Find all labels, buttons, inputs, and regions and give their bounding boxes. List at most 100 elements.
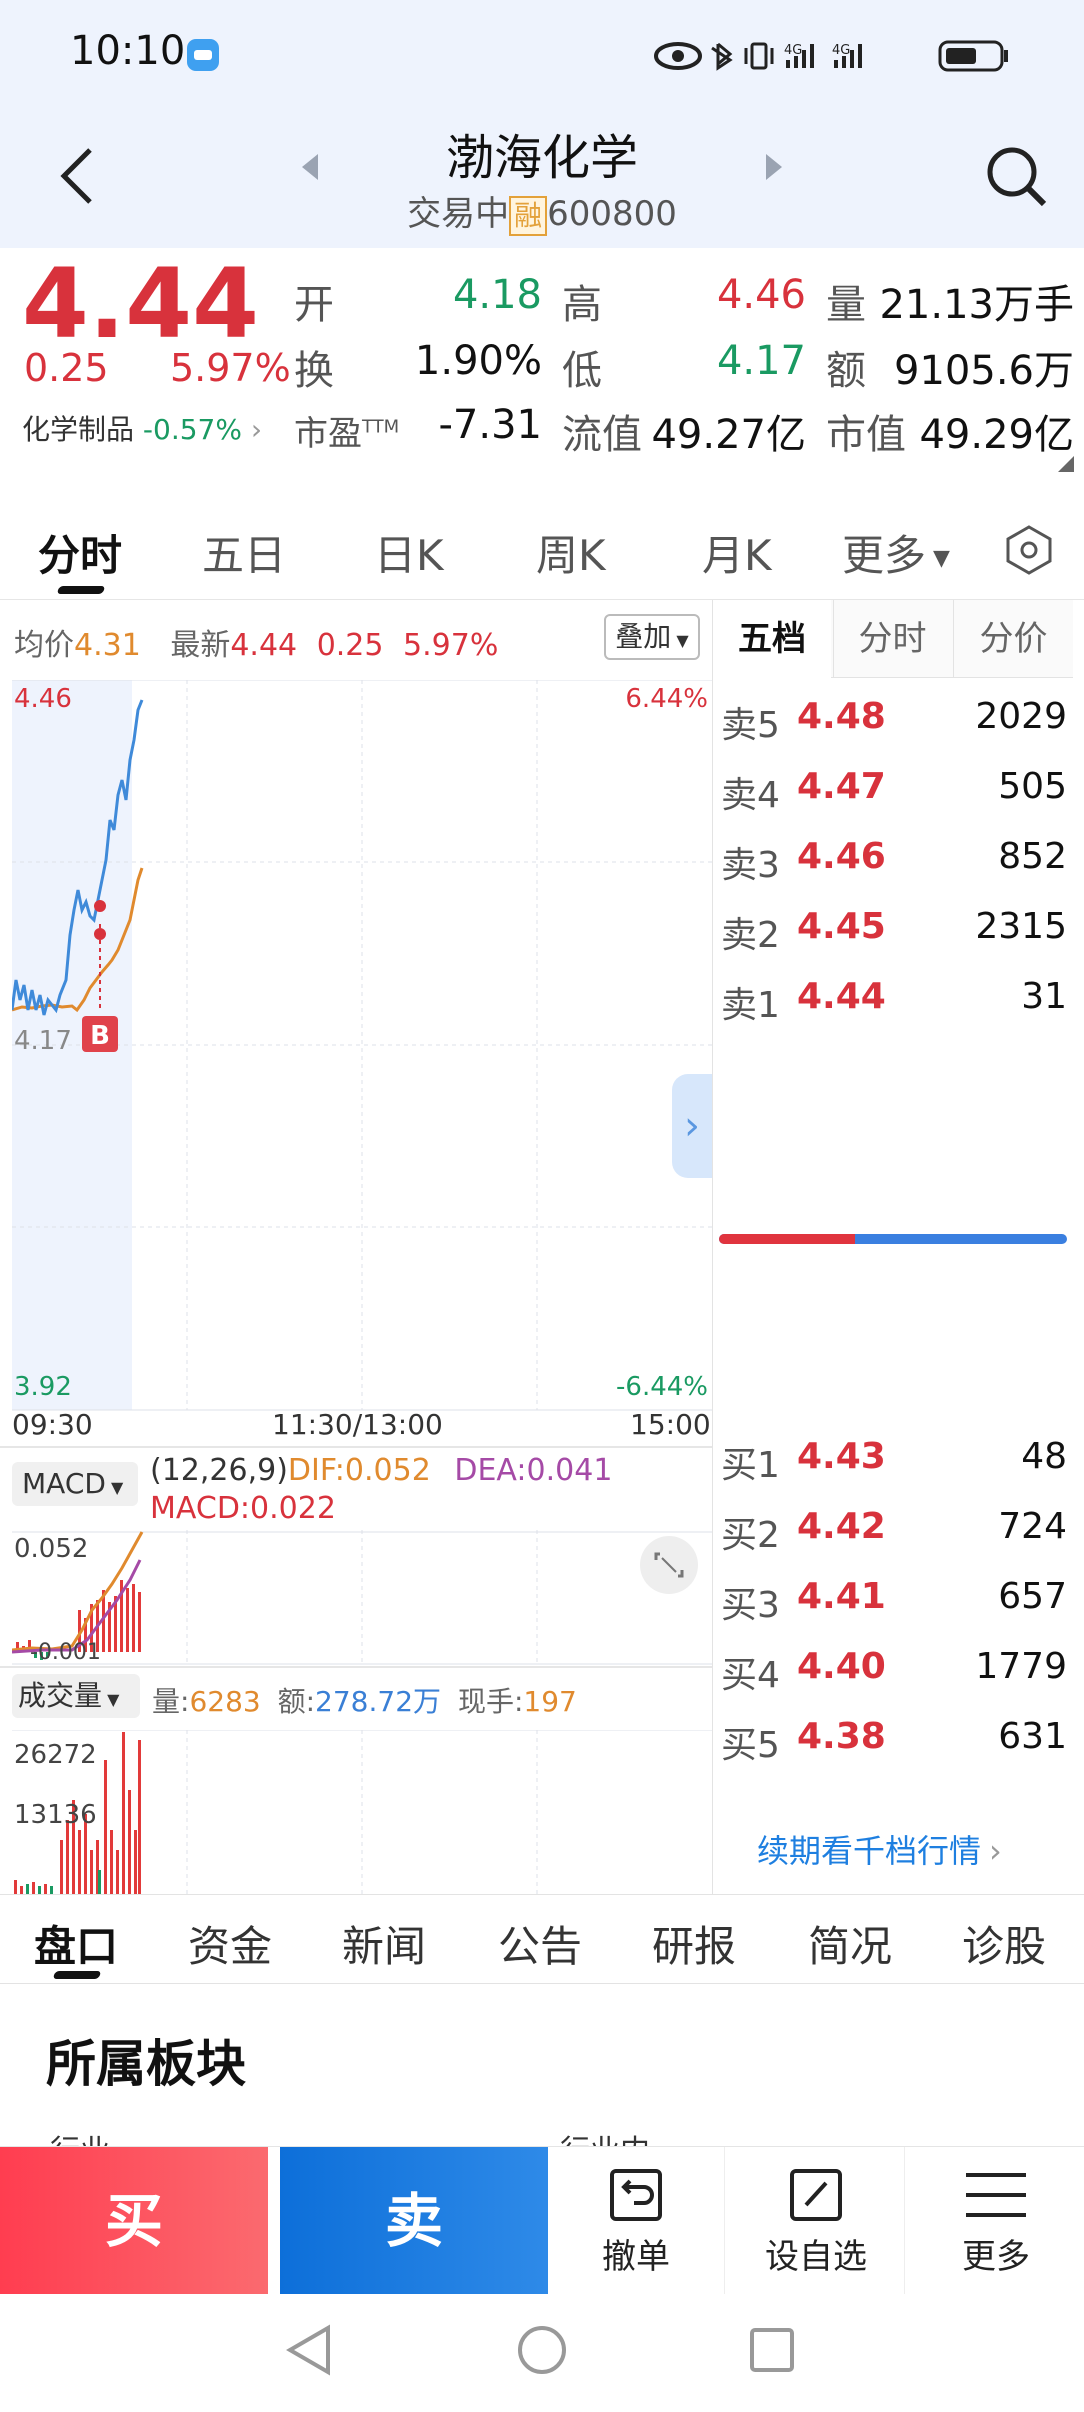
macd-value: 0.022 <box>250 1491 336 1526</box>
sector-link[interactable]: 化学制品 -0.57% › <box>22 408 262 448</box>
bid-level-row[interactable]: 买1 4.43 48 <box>713 1436 1073 1496</box>
ask-level-volume: 505 <box>998 766 1067 807</box>
tab-daily-k[interactable]: 日K <box>374 531 444 580</box>
tab-monthly-k[interactable]: 月K <box>702 531 772 580</box>
eye-icon <box>654 42 702 70</box>
detail-tabs: 盘口 资金 新闻 公告 研报 简况 诊股 <box>0 1894 1084 1984</box>
tab-five-level[interactable]: 五档 <box>713 600 831 678</box>
latest-pct: 5.97% <box>403 628 499 663</box>
high-label: 高 <box>562 282 602 328</box>
amount-label: 额 <box>826 348 866 394</box>
ask-level-label: 卖2 <box>721 915 780 956</box>
volume-indicator-select[interactable]: 成交量 ▼ <box>12 1674 140 1718</box>
cancel-order-button[interactable]: 撤单 <box>566 2165 706 2289</box>
tab-weekly-k[interactable]: 周K <box>536 531 606 580</box>
x-axis-mid: 11:30/13:00 <box>272 1408 443 1441</box>
more-button[interactable]: 更多 <box>926 2165 1066 2289</box>
tab-fund-flow[interactable]: 资金 <box>188 1922 273 1971</box>
tab-5day[interactable]: 五日 <box>202 531 287 580</box>
tab-profile[interactable]: 简况 <box>808 1922 893 1971</box>
ask-level-label: 卖3 <box>721 845 780 886</box>
tab-intraday[interactable]: 分时 <box>38 531 123 580</box>
volume-chart[interactable] <box>12 1730 712 1894</box>
chevron-right-icon: › <box>989 1832 1002 1870</box>
intraday-info: 均价4.31 最新4.44 0.25 5.97% <box>14 628 499 663</box>
volume-value: 21.13万手 <box>879 282 1074 328</box>
menu-icon <box>966 2173 1026 2217</box>
trade-point <box>94 900 106 912</box>
macd-chart[interactable] <box>12 1530 712 1666</box>
search-icon[interactable] <box>984 144 1050 210</box>
y-axis-top-pct: 6.44% <box>625 684 708 714</box>
battery-icon <box>938 40 1008 72</box>
ask-level-row[interactable]: 卖2 4.45 2315 <box>713 906 1073 966</box>
signal-4g-icon: 4G <box>832 43 862 68</box>
intraday-chart[interactable]: B <box>12 680 712 1440</box>
bid-level-row[interactable]: 买3 4.41 657 <box>713 1576 1073 1636</box>
active-tab-indicator <box>56 586 106 594</box>
ask-level-row[interactable]: 卖1 4.44 31 <box>713 976 1073 1036</box>
trade-action-bar: 买 卖 撤单 设自选 更多 <box>0 2146 1084 2295</box>
tab-announcements[interactable]: 公告 <box>498 1922 583 1971</box>
tab-tick[interactable]: 分时 <box>833 600 951 678</box>
bid-level-row[interactable]: 买5 4.38 631 <box>713 1716 1073 1776</box>
open-value: 4.18 <box>452 272 542 318</box>
volume-y-top: 26272 <box>14 1740 97 1770</box>
tab-order-book[interactable]: 盘口 <box>34 1922 119 1971</box>
macd-dea: 0.041 <box>526 1453 613 1488</box>
stock-name: 渤海化学 <box>445 130 638 186</box>
x-axis-start: 09:30 <box>12 1408 93 1441</box>
svg-text:4G: 4G <box>832 43 850 58</box>
buy-sell-ratio-bar <box>719 1234 1067 1244</box>
tab-news[interactable]: 新闻 <box>342 1922 427 1971</box>
prev-stock-icon[interactable] <box>298 152 322 182</box>
ask-level-row[interactable]: 卖4 4.47 505 <box>713 766 1073 826</box>
recents-nav-icon[interactable] <box>748 2326 796 2374</box>
back-nav-icon[interactable] <box>284 2324 334 2376</box>
undo-icon <box>610 2169 662 2221</box>
sector-name: 化学制品 <box>22 413 135 446</box>
expand-corner-icon[interactable] <box>1056 454 1076 474</box>
volume-y-mid: 13136 <box>14 1800 97 1830</box>
next-stock-icon[interactable] <box>762 152 786 182</box>
buy-marker-badge[interactable] <box>82 1016 118 1052</box>
ask-level-volume: 31 <box>1021 976 1067 1017</box>
low-value: 4.17 <box>716 338 806 384</box>
home-nav-icon[interactable] <box>516 2324 568 2376</box>
macd-y-bottom: -0.001 <box>30 1640 101 1665</box>
svg-text:4G: 4G <box>784 43 802 58</box>
fullscreen-button[interactable] <box>640 1536 698 1594</box>
float-cap-label: 流值 <box>562 412 642 458</box>
bid-level-row[interactable]: 买2 4.42 724 <box>713 1506 1073 1566</box>
chart-settings-icon[interactable] <box>1004 524 1054 576</box>
tab-diagnosis[interactable]: 诊股 <box>962 1922 1047 1971</box>
tab-price-dist[interactable]: 分价 <box>953 600 1073 678</box>
latest-change: 0.25 <box>316 628 384 663</box>
system-navigation-bar <box>0 2294 1084 2412</box>
macd-indicator-select[interactable]: MACD ▼ <box>12 1462 138 1506</box>
low-label: 低 <box>562 348 602 394</box>
back-arrow-icon[interactable] <box>56 146 100 206</box>
tab-more[interactable]: 更多 ▼ <box>842 531 950 580</box>
dropdown-triangle-icon: ▼ <box>671 631 689 650</box>
bid-level-row[interactable]: 买4 4.40 1779 <box>713 1646 1073 1706</box>
thousand-level-link[interactable]: 续期看千档行情 › <box>757 1832 1002 1870</box>
float-cap-value: 49.27亿 <box>651 412 806 458</box>
buy-button[interactable]: 买 <box>0 2147 268 2295</box>
status-time: 10:10 <box>70 28 186 74</box>
sell-button[interactable]: 卖 <box>280 2147 548 2295</box>
dropdown-triangle-icon: ▼ <box>926 546 950 571</box>
ask-level-label: 卖5 <box>721 705 780 746</box>
tab-research[interactable]: 研报 <box>652 1922 737 1971</box>
active-tab-indicator <box>52 1971 102 1979</box>
price-line <box>12 699 144 1016</box>
add-watchlist-button[interactable]: 设自选 <box>746 2165 886 2289</box>
bid-level-volume: 48 <box>1021 1436 1067 1477</box>
ask-level-price: 4.44 <box>797 976 886 1017</box>
ask-level-label: 卖1 <box>721 985 780 1026</box>
quote-panel: 4.44 0.25 5.97% 化学制品 -0.57% › 开 4.18 高 4… <box>0 248 1084 486</box>
ask-level-row[interactable]: 卖3 4.46 852 <box>713 836 1073 896</box>
overlay-button[interactable]: 叠加 ▼ <box>604 614 700 660</box>
expand-panel-handle[interactable]: › <box>672 1074 712 1178</box>
ask-level-row[interactable]: 卖5 4.48 2029 <box>713 696 1073 756</box>
